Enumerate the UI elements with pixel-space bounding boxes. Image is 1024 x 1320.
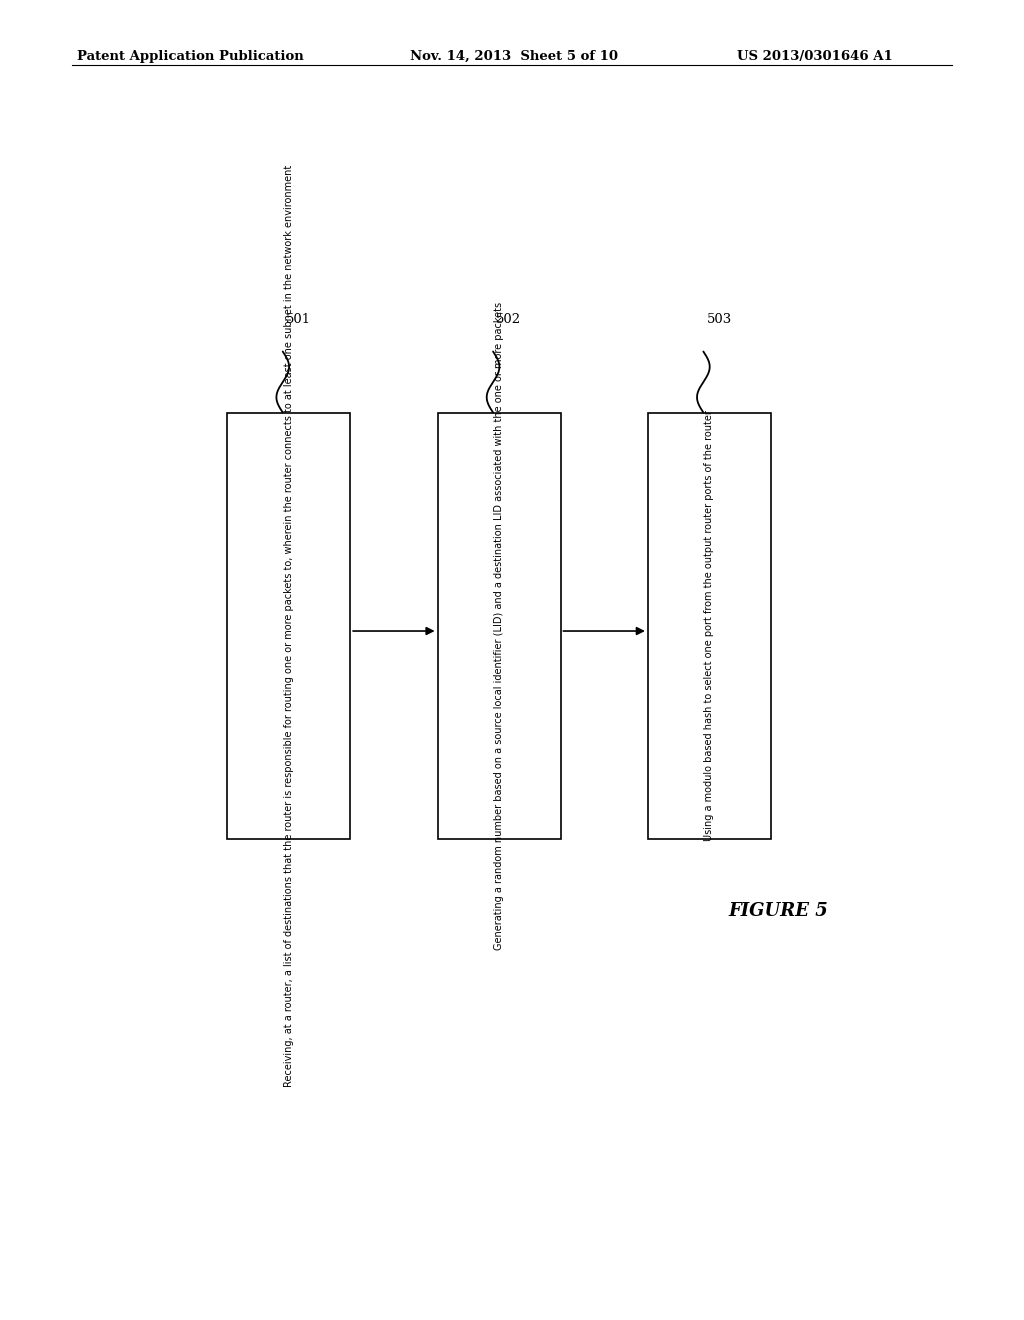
Text: 503: 503 (707, 313, 732, 326)
Text: 501: 501 (286, 313, 311, 326)
Text: FIGURE 5: FIGURE 5 (729, 902, 828, 920)
Text: Receiving, at a router, a list of destinations that the router is responsible fo: Receiving, at a router, a list of destin… (284, 165, 294, 1088)
Text: Using a modulo based hash to select one port from the output router ports of the: Using a modulo based hash to select one … (705, 411, 715, 841)
Bar (227, 413, 350, 840)
Text: Patent Application Publication: Patent Application Publication (77, 50, 303, 63)
Text: Generating a random number based on a source local identifier (LID) and a destin: Generating a random number based on a so… (494, 302, 504, 950)
Text: 502: 502 (497, 313, 521, 326)
Text: Nov. 14, 2013  Sheet 5 of 10: Nov. 14, 2013 Sheet 5 of 10 (410, 50, 617, 63)
Text: US 2013/0301646 A1: US 2013/0301646 A1 (737, 50, 893, 63)
Bar (437, 413, 560, 840)
Bar (648, 413, 771, 840)
